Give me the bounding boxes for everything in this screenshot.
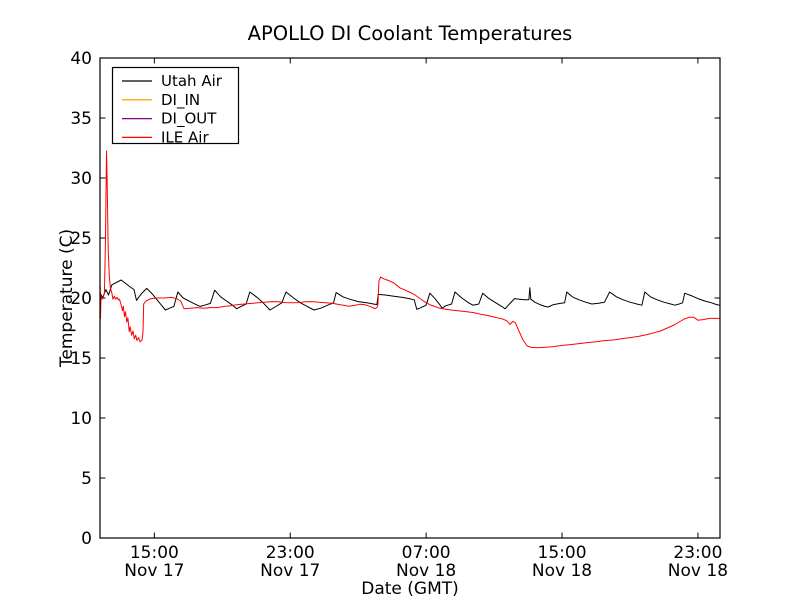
legend-label: DI_OUT xyxy=(161,110,217,129)
x-tick-label-date: Nov 18 xyxy=(532,561,592,581)
x-axis-label: Date (GMT) xyxy=(361,579,459,599)
y-tick-label: 15 xyxy=(70,349,92,369)
y-tick-label: 5 xyxy=(81,469,92,489)
x-tick-label-date: Nov 18 xyxy=(668,561,728,581)
y-tick-label: 10 xyxy=(70,409,92,429)
legend-label: Utah Air xyxy=(161,72,223,90)
x-tick-label-time: 23:00 xyxy=(266,543,315,563)
x-tick-label-time: 15:00 xyxy=(538,543,587,563)
series-line-utah-air xyxy=(100,279,720,311)
x-tick-label-date: Nov 18 xyxy=(396,561,456,581)
y-tick-label: 0 xyxy=(81,529,92,549)
x-tick-label-time: 15:00 xyxy=(130,543,179,563)
legend-label: ILE Air xyxy=(161,128,209,146)
series-line-ile-air xyxy=(100,150,720,349)
legend-box xyxy=(111,66,240,145)
y-tick-label: 40 xyxy=(70,49,92,69)
legend-label: DI_IN xyxy=(161,91,200,110)
y-tick-label: 20 xyxy=(70,289,92,309)
x-tick-label-time: 23:00 xyxy=(673,543,722,563)
y-tick-label: 30 xyxy=(70,169,92,189)
x-tick-label-date: Nov 17 xyxy=(260,561,320,581)
y-tick-label: 35 xyxy=(70,109,92,129)
plot-border xyxy=(99,57,721,539)
legend-item-utah-air: Utah Air xyxy=(122,72,223,90)
legend-item-di-in: DI_IN xyxy=(122,91,200,110)
x-tick-label-date: Nov 17 xyxy=(124,561,184,581)
y-tick-label: 25 xyxy=(70,229,92,249)
legend-item-di-out: DI_OUT xyxy=(122,110,217,129)
series-lines xyxy=(100,150,720,349)
chart-title: APOLLO DI Coolant Temperatures xyxy=(248,22,573,45)
y-axis-label: Temperature (C) xyxy=(57,229,77,368)
x-tick-label-time: 07:00 xyxy=(402,543,451,563)
legend-item-ile-air: ILE Air xyxy=(122,128,209,146)
